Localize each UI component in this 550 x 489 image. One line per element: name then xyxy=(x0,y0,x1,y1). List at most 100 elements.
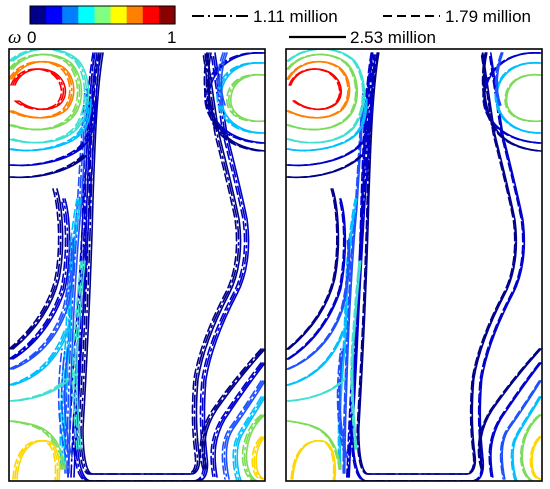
contour-level-0.05-case-3 xyxy=(82,52,242,475)
contour-level-0.05-case-3 xyxy=(207,52,265,152)
contour-level-0.2-case-2 xyxy=(336,348,346,458)
contour-level-0.05-case-2 xyxy=(477,348,541,470)
contour-level-0.6-case-3 xyxy=(255,436,265,480)
contour-level-0.3-case-1 xyxy=(234,396,264,481)
contour-level-0.1-case-2 xyxy=(210,362,262,478)
contour-level-0.6-case-2 xyxy=(12,440,57,481)
contour-level-0.3-case-3 xyxy=(495,62,542,134)
contour-level-0.6-case-1 xyxy=(253,436,264,480)
contour-level-0.05-case-3 xyxy=(287,188,340,350)
contour-level-0.2-case-2 xyxy=(494,52,503,106)
contour-level-0.3-case-2 xyxy=(510,396,541,481)
contour-level-0.1-case-2 xyxy=(286,198,345,360)
contour-level-0.2-case-3 xyxy=(343,88,366,474)
contour-level-0.05-case-2 xyxy=(9,188,60,350)
contour-level-0.1-case-2 xyxy=(286,98,373,167)
contour-level-0.2-case-3 xyxy=(501,380,542,480)
contour-level-0.3-case-2 xyxy=(9,328,66,386)
contour-level-0.2-case-1 xyxy=(223,380,264,480)
contour-level-0.3-case-3 xyxy=(287,328,346,386)
colorbar-segment xyxy=(126,6,144,24)
contour-level-0.1-case-3 xyxy=(12,198,71,360)
colorbar-segment xyxy=(110,6,128,24)
contour-level-0.5-case-2 xyxy=(504,73,541,122)
contour-level-0.1-case-1 xyxy=(212,362,264,478)
contour-level-0.9-case-3 xyxy=(289,68,342,111)
contour-level-0.2-case-3 xyxy=(339,348,349,458)
contour-level-0.05-case-3 xyxy=(12,154,88,179)
colorbar-symbol: ω xyxy=(8,27,21,48)
contour-level-0.05-case-2 xyxy=(356,52,516,475)
contour-level-0.4-case-3 xyxy=(12,378,70,402)
contour-level-0.2-case-3 xyxy=(68,88,90,474)
contour-level-0.6-case-3 xyxy=(16,440,61,481)
contour-level-0.5-case-3 xyxy=(230,73,265,122)
contour-level-0.05-case-3 xyxy=(483,52,542,152)
contour-level-0.1-case-1 xyxy=(10,98,96,167)
contour-level-0.3-case-2 xyxy=(232,396,262,481)
contour-level-0.5-case-3 xyxy=(505,73,542,122)
contour-level-0.3-case-3 xyxy=(512,396,542,481)
contour-level-0.2-case-3 xyxy=(63,348,73,458)
contour-level-0.5-case-3 xyxy=(287,53,358,131)
contour-level-0.2-case-2 xyxy=(57,348,67,458)
contour-level-0.1-case-3 xyxy=(76,52,250,481)
contour-level-0.5-case-2 xyxy=(519,414,541,481)
contour-level-0.2-case-2 xyxy=(286,238,349,370)
contour-level-0.3-case-3 xyxy=(220,62,265,134)
contour-level-0.5-case-3 xyxy=(12,53,83,131)
legend-label-2: 1.79 million xyxy=(445,7,531,26)
contour-level-0.2-case-2 xyxy=(221,380,262,480)
contour-level-0.1-case-2 xyxy=(9,98,94,167)
contour-level-0.6-case-2 xyxy=(290,440,335,481)
contour-level-0.3-case-3 xyxy=(12,98,92,152)
contour-level-0.8-case-3 xyxy=(12,60,75,119)
contour-level-0.1-case-2 xyxy=(488,362,541,478)
contour-level-0.5-case-3 xyxy=(287,420,342,470)
contour-level-0.6-case-3 xyxy=(291,440,337,481)
contour-level-0.05-case-2 xyxy=(286,188,338,350)
colorbar-segment xyxy=(142,6,160,24)
colorbar-max-label: 1 xyxy=(167,28,176,47)
contour-level-0.5-case-1 xyxy=(243,414,264,481)
contour-level-0.05-case-1 xyxy=(10,188,62,350)
panel-left xyxy=(9,49,265,481)
contour-level-0.2-case-3 xyxy=(496,52,504,106)
panel-right-frame xyxy=(285,48,543,482)
colorbar-frame xyxy=(29,5,176,25)
contour-level-0.5-case-2 xyxy=(241,414,262,481)
contour-level-0.05-case-3 xyxy=(287,154,364,179)
contour-level-0.5-case-3 xyxy=(12,420,66,470)
contour-level-0.05-case-2 xyxy=(203,52,262,152)
legend-label-3: 2.53 million xyxy=(350,28,436,47)
contour-level-0.9-case-3 xyxy=(14,68,67,111)
contour-level-0.3-case-1 xyxy=(287,328,345,386)
contour-level-0.5-case-3 xyxy=(245,414,265,481)
contour-level-0.3-case-1 xyxy=(338,198,357,470)
contour-level-0.9-case-2 xyxy=(10,68,63,111)
contour-level-0.3-case-1 xyxy=(495,62,541,134)
contour-level-0.3-case-3 xyxy=(12,328,70,386)
contour-level-0.4-case-3 xyxy=(76,260,86,450)
colorbar-segment xyxy=(78,6,96,24)
colorbar-segments xyxy=(30,6,176,24)
colorbar-segment xyxy=(46,6,63,24)
contour-level-0.2-case-3 xyxy=(12,238,75,370)
colorbar: ω 0 1 xyxy=(8,5,176,48)
contour-level-0.3-case-3 xyxy=(287,98,368,152)
contour-level-0.05-case-3 xyxy=(479,348,542,470)
contour-level-0.05-case-3 xyxy=(12,188,64,350)
contour-level-0.2-case-2 xyxy=(216,52,224,106)
colorbar-segment xyxy=(62,6,79,24)
panel-right xyxy=(286,49,542,481)
contour-level-0.1-case-2 xyxy=(9,198,67,360)
contour-level-0.2-case-3 xyxy=(225,380,265,480)
contour-level-0.05-case-3 xyxy=(203,348,265,470)
contour-level-0.1-case-2 xyxy=(350,52,524,481)
contour-level-0.3-case-2 xyxy=(216,62,262,134)
contour-level-0.1-case-3 xyxy=(287,98,374,167)
contour-level-0.4-case-3 xyxy=(351,260,362,450)
contour-level-0.1-case-2 xyxy=(72,52,246,481)
legend: 1.11 million 1.79 million 2.53 million xyxy=(192,7,531,47)
contour-level-0.3-case-1 xyxy=(61,198,80,470)
